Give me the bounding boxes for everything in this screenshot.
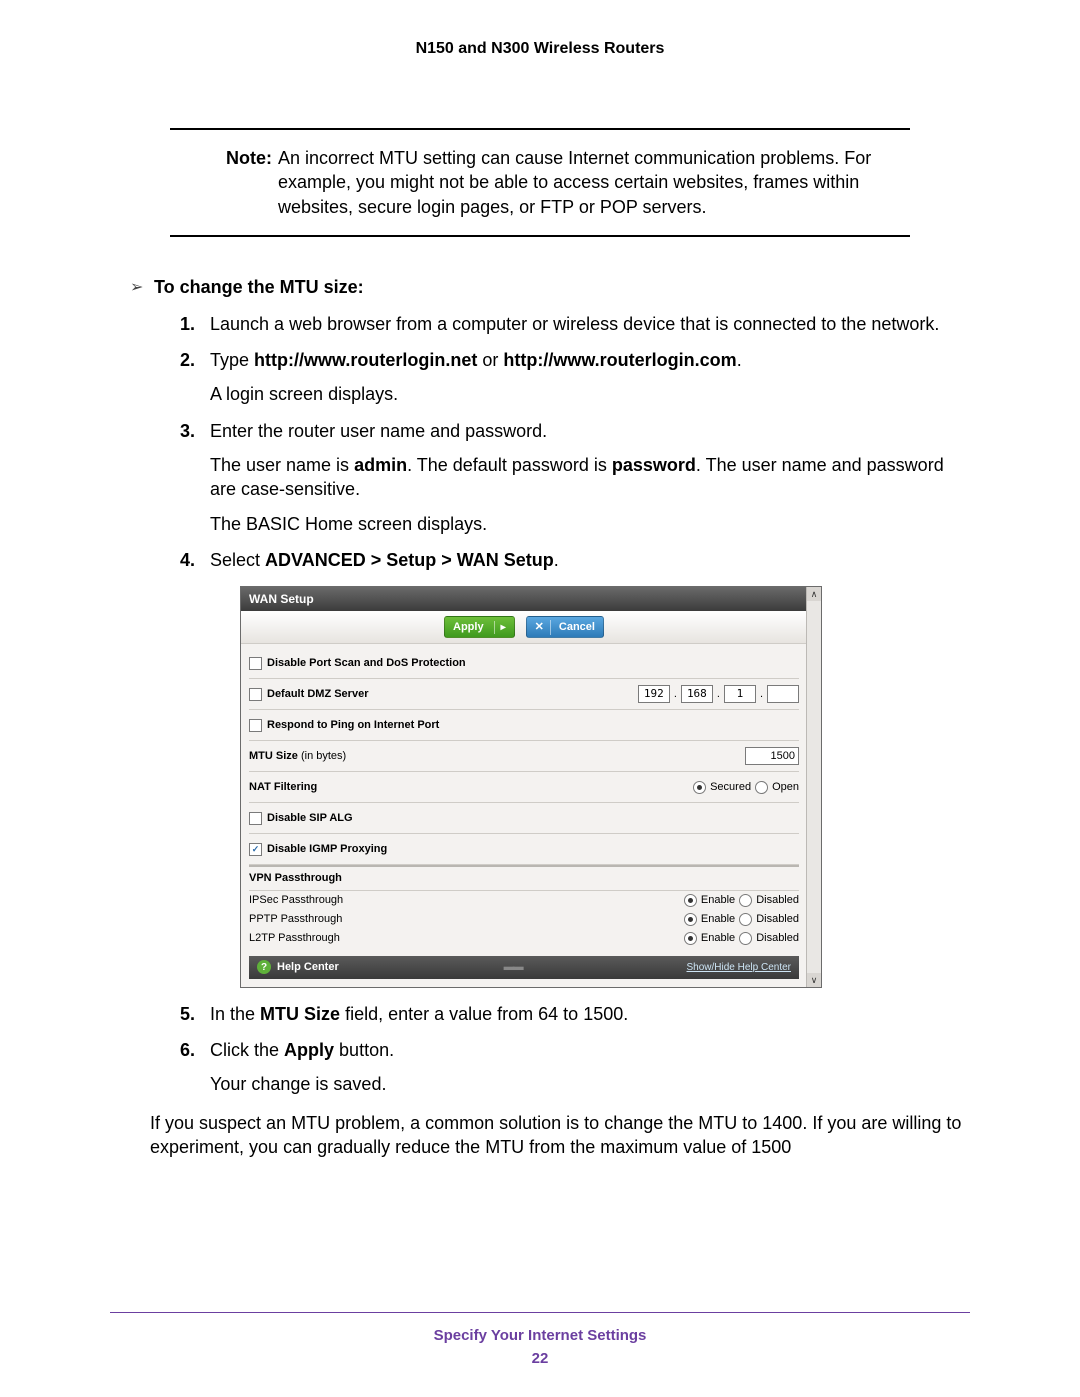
- step-2: Type http://www.routerlogin.net or http:…: [180, 348, 970, 407]
- ip-octet-3[interactable]: 1: [724, 685, 756, 703]
- row-igmp: ✓Disable IGMP Proxying: [249, 834, 799, 865]
- document-page: N150 and N300 Wireless Routers Note: An …: [0, 0, 1080, 1397]
- chevron-right-icon: ▸: [494, 621, 506, 635]
- radio-secured[interactable]: [693, 781, 706, 794]
- checkbox-sip[interactable]: [249, 812, 262, 825]
- step-text: Type: [210, 350, 254, 370]
- radio-pptp-enable[interactable]: [684, 913, 697, 926]
- radio-pptp-disabled[interactable]: [739, 913, 752, 926]
- page-header: N150 and N300 Wireless Routers: [110, 40, 970, 58]
- vpn-section-header: VPN Passthrough: [249, 865, 799, 891]
- step-5: In the MTU Size field, enter a value fro…: [180, 1002, 970, 1026]
- step-6: Click the Apply button. Your change is s…: [180, 1038, 970, 1097]
- wan-setup-panel: ∧ ∨ WAN Setup Apply ▸ ✕ Cancel: [240, 586, 822, 987]
- url-1: http://www.routerlogin.net: [254, 350, 477, 370]
- step-text: .: [737, 350, 742, 370]
- step-text: or: [477, 350, 503, 370]
- apply-label: Apply: [453, 620, 484, 635]
- row-nat: NAT Filtering Secured Open: [249, 772, 799, 803]
- grip-icon[interactable]: ▬▬: [504, 960, 522, 975]
- url-2: http://www.routerlogin.com: [503, 350, 736, 370]
- step-subtext: The BASIC Home screen displays.: [210, 512, 970, 536]
- steps-list: Launch a web browser from a computer or …: [180, 312, 970, 1097]
- wan-body: Disable Port Scan and DoS Protection Def…: [241, 644, 807, 986]
- help-toggle-link[interactable]: Show/Hide Help Center: [687, 961, 792, 975]
- dmz-ip-input: 192. 168. 1.: [638, 685, 799, 703]
- checkbox-portscan[interactable]: [249, 657, 262, 670]
- row-l2tp: L2TP Passthrough Enable Disabled: [249, 929, 799, 948]
- row-portscan: Disable Port Scan and DoS Protection: [249, 648, 799, 679]
- radio-l2tp-disabled[interactable]: [739, 932, 752, 945]
- row-pptp: PPTP Passthrough Enable Disabled: [249, 910, 799, 929]
- ip-octet-1[interactable]: 192: [638, 685, 670, 703]
- step-text: .: [554, 550, 559, 570]
- wan-title: WAN Setup: [241, 587, 807, 611]
- menu-path: ADVANCED > Setup > WAN Setup: [265, 550, 554, 570]
- radio-ipsec-enable[interactable]: [684, 894, 697, 907]
- step-subtext: The user name is admin. The default pass…: [210, 453, 970, 502]
- nat-radio-group: Secured Open: [693, 780, 799, 795]
- note-text: An incorrect MTU setting can cause Inter…: [278, 146, 910, 219]
- checkbox-ping[interactable]: [249, 719, 262, 732]
- step-subtext: A login screen displays.: [210, 382, 970, 406]
- row-sip: Disable SIP ALG: [249, 803, 799, 834]
- wan-button-bar: Apply ▸ ✕ Cancel: [241, 611, 807, 644]
- step-text: Select: [210, 550, 265, 570]
- mtu-input[interactable]: 1500: [745, 747, 799, 765]
- row-mtu: MTU Size (in bytes) 1500: [249, 741, 799, 772]
- scroll-down-icon[interactable]: ∨: [807, 973, 821, 987]
- arrow-icon: ➢: [130, 277, 154, 297]
- scroll-up-icon[interactable]: ∧: [807, 587, 821, 601]
- note-box: Note: An incorrect MTU setting can cause…: [170, 128, 910, 237]
- ip-octet-2[interactable]: 168: [681, 685, 713, 703]
- step-3: Enter the router user name and password.…: [180, 419, 970, 536]
- procedure-heading: ➢ To change the MTU size:: [130, 277, 970, 298]
- row-ipsec: IPSec Passthrough Enable Disabled: [249, 891, 799, 910]
- step-subtext: Your change is saved.: [210, 1072, 970, 1096]
- cancel-button[interactable]: ✕ Cancel: [526, 616, 604, 638]
- step-4: Select ADVANCED > Setup > WAN Setup. ∧ ∨…: [180, 548, 970, 988]
- help-bar: ? Help Center ▬▬ Show/Hide Help Center: [249, 956, 799, 979]
- step-text: Launch a web browser from a computer or …: [210, 314, 939, 334]
- trailing-paragraph: If you suspect an MTU problem, a common …: [150, 1111, 970, 1160]
- apply-button[interactable]: Apply ▸: [444, 616, 515, 638]
- checkbox-igmp[interactable]: ✓: [249, 843, 262, 856]
- radio-open[interactable]: [755, 781, 768, 794]
- row-dmz: Default DMZ Server 192. 168. 1.: [249, 679, 799, 710]
- cancel-label: Cancel: [559, 620, 595, 635]
- step-1: Launch a web browser from a computer or …: [180, 312, 970, 336]
- row-ping: Respond to Ping on Internet Port: [249, 710, 799, 741]
- radio-ipsec-disabled[interactable]: [739, 894, 752, 907]
- page-footer: Specify Your Internet Settings 22: [110, 1312, 970, 1367]
- radio-l2tp-enable[interactable]: [684, 932, 697, 945]
- footer-page-number: 22: [110, 1350, 970, 1367]
- procedure-title: To change the MTU size:: [154, 277, 364, 298]
- note-label: Note:: [226, 146, 272, 219]
- footer-section: Specify Your Internet Settings: [110, 1327, 970, 1344]
- scrollbar[interactable]: ∧ ∨: [806, 587, 821, 986]
- step-text: Enter the router user name and password.: [210, 421, 547, 441]
- ip-octet-4[interactable]: [767, 685, 799, 703]
- close-icon: ✕: [535, 620, 551, 635]
- checkbox-dmz[interactable]: [249, 688, 262, 701]
- help-icon[interactable]: ?: [257, 960, 271, 974]
- help-title: Help Center: [277, 960, 339, 975]
